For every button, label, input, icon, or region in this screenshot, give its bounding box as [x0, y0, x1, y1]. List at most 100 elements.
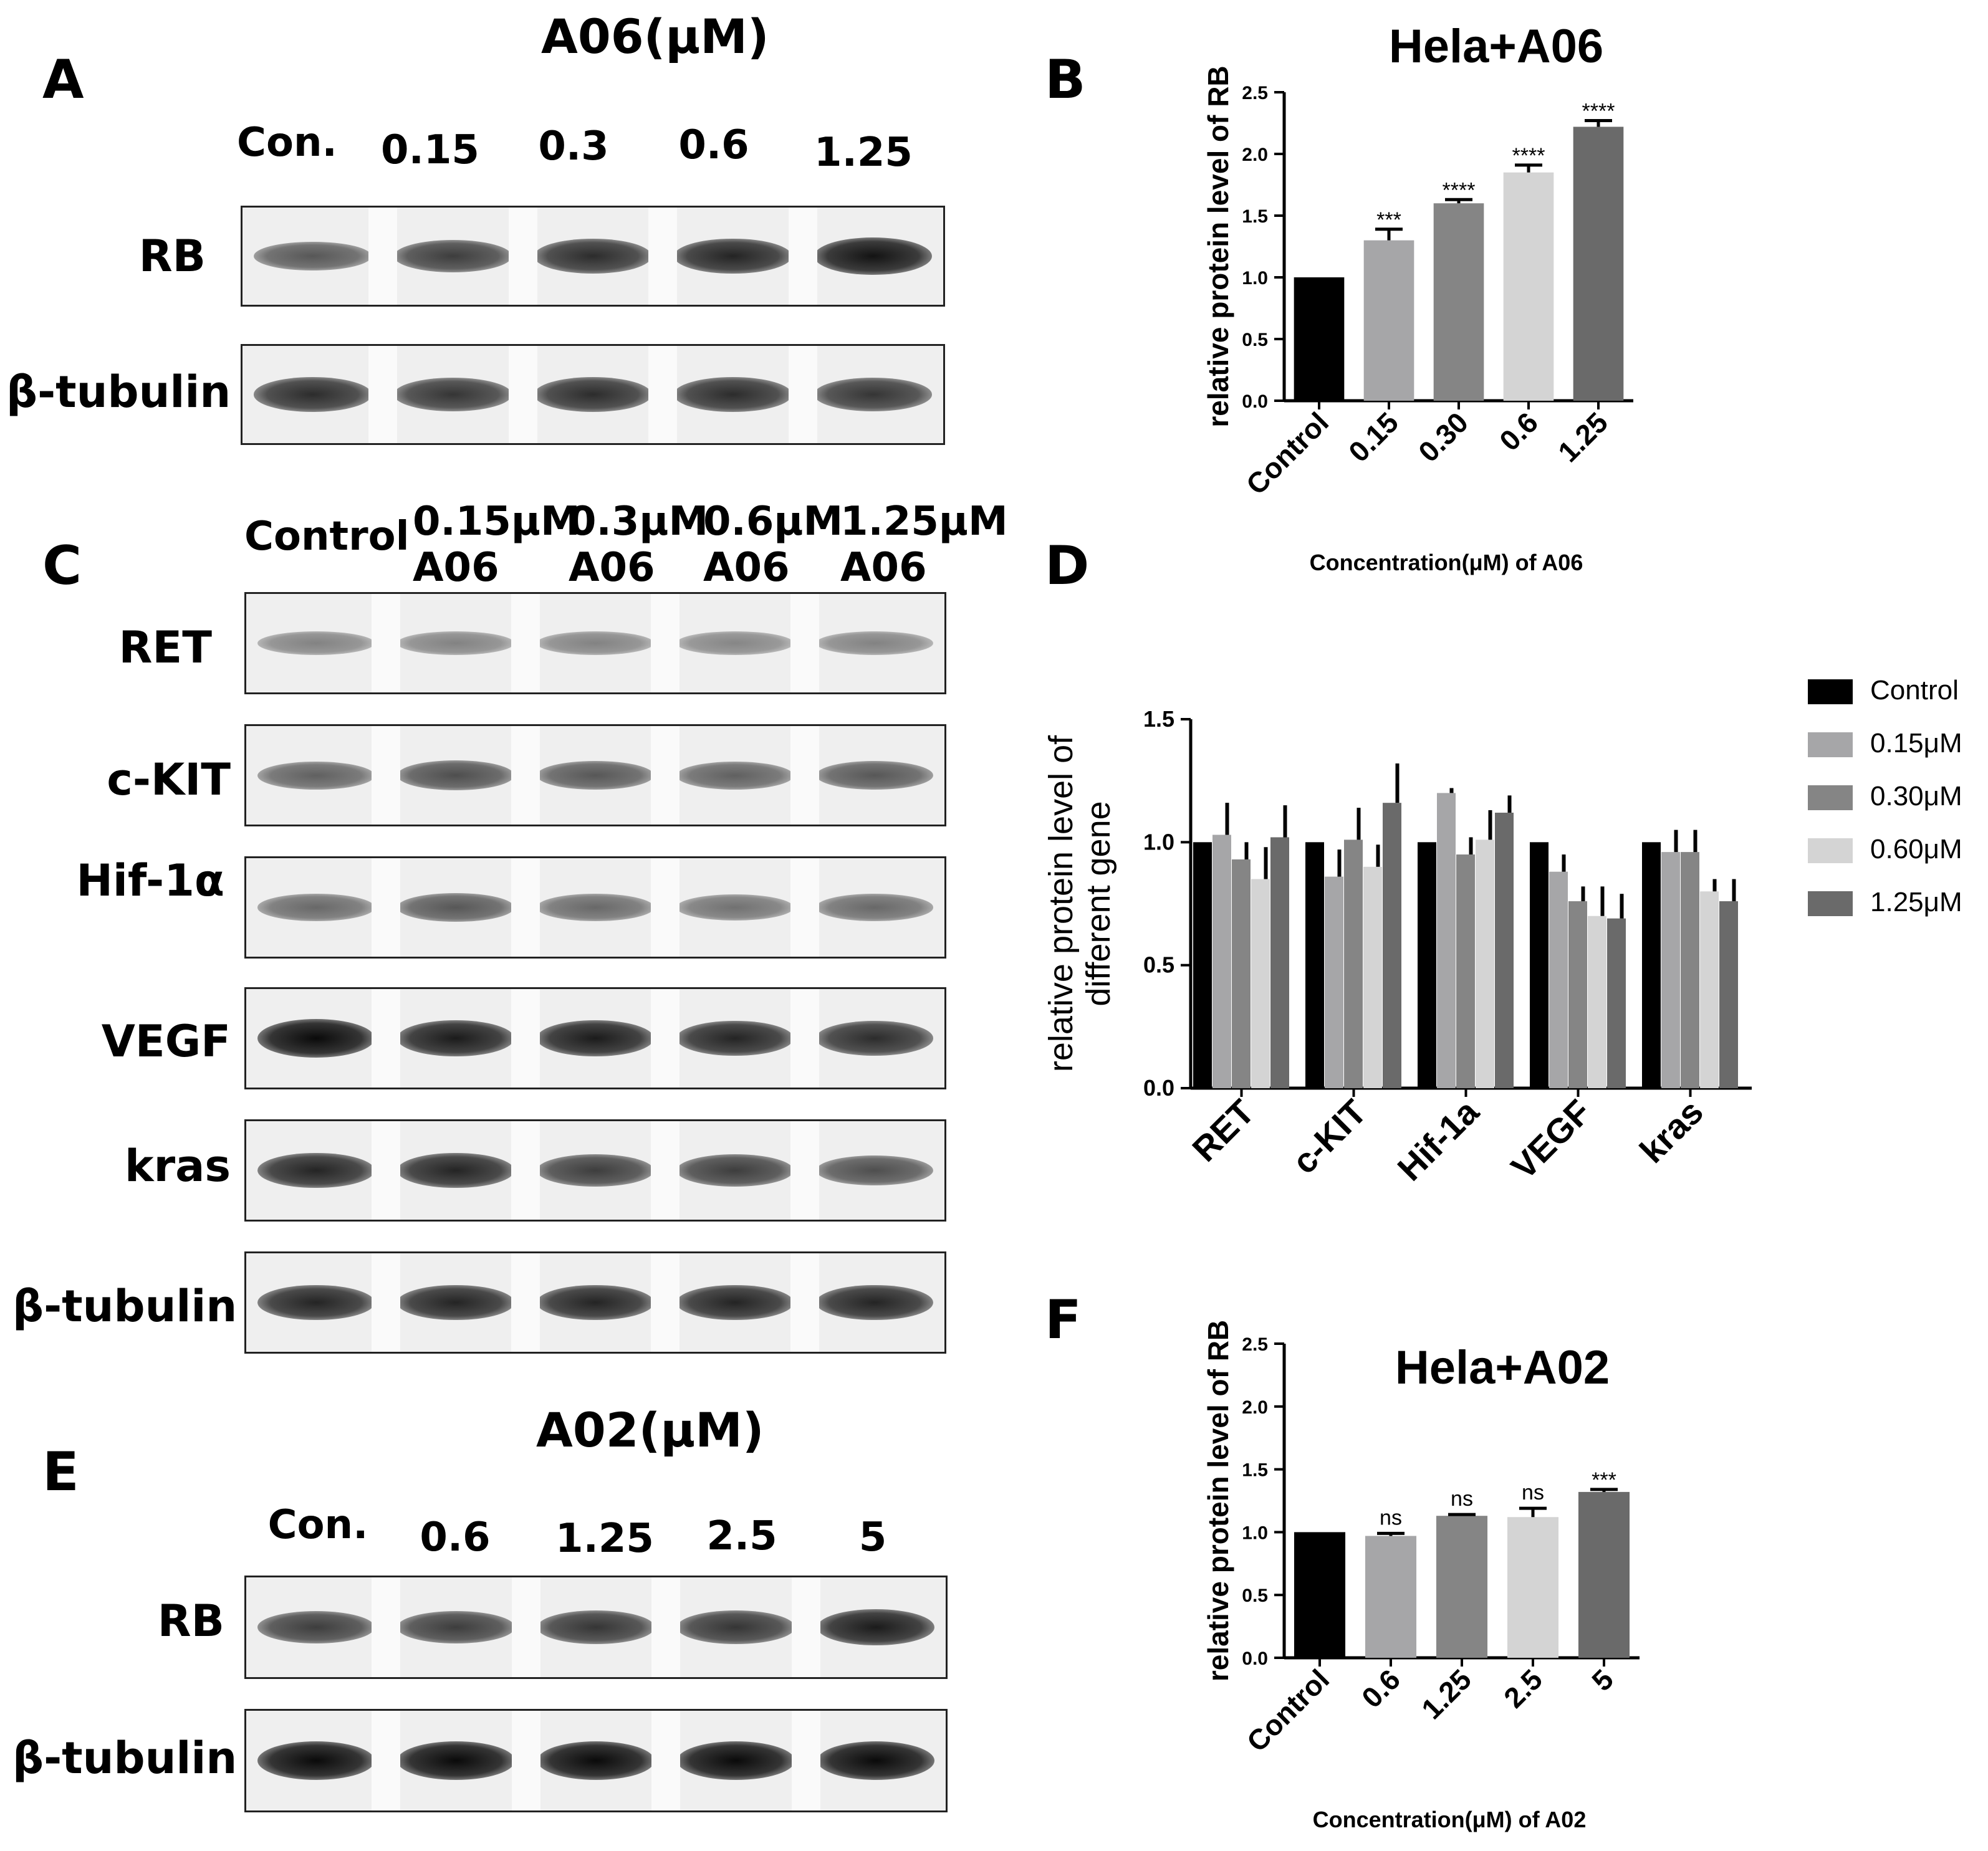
blot-e-rb	[244, 1576, 948, 1679]
bar	[1681, 852, 1699, 1088]
protein-band	[257, 631, 375, 656]
blot-lane	[526, 1121, 665, 1220]
blot-lane	[806, 1711, 946, 1810]
bar	[1251, 879, 1270, 1088]
panel-letter-c: C	[42, 535, 82, 597]
protein-band	[815, 894, 934, 921]
lane-gap	[651, 989, 679, 1088]
blot-a-rb	[241, 206, 945, 307]
blot-lane	[663, 346, 803, 443]
blot-e-tubulin	[244, 1709, 948, 1812]
x-tick-label: Hif-1a	[1390, 1091, 1486, 1188]
bar	[1588, 916, 1606, 1088]
lane-gap	[508, 346, 537, 443]
protein-band	[536, 1284, 655, 1321]
blot-lane	[383, 346, 523, 443]
panel-letter-e: E	[42, 1441, 79, 1503]
panel-letter-b: B	[1045, 49, 1086, 111]
lane-label: 1.25	[555, 1516, 654, 1562]
y-tick-label: 1.0	[1143, 829, 1174, 854]
lane-label: 0.3μM A06	[569, 499, 709, 591]
chart-d: 0.0 0.5 1.0 1.5 relative protein level ofdif…	[1042, 675, 1962, 1189]
lane-gap	[651, 1253, 679, 1352]
lane-gap	[372, 1711, 401, 1810]
lane-gap	[648, 346, 678, 443]
bar	[1325, 876, 1343, 1088]
bar	[1476, 839, 1494, 1088]
chart-f: Hela+A02 0.0 0.5 1.0 1.5 2.0 2.5 relative prote…	[1202, 1320, 1640, 1832]
lane-gap	[372, 1121, 400, 1220]
bar	[1212, 835, 1231, 1088]
lane-gap	[790, 1253, 819, 1352]
blot-lane	[665, 858, 805, 957]
x-tick-label: 5	[1585, 1663, 1620, 1697]
significance-label: ***	[1376, 208, 1401, 232]
lane-gap	[651, 594, 679, 692]
lane-label: 0.6	[678, 122, 749, 168]
lane-label: Con.	[237, 120, 337, 166]
protein-band	[534, 377, 652, 412]
lane-gap	[511, 726, 540, 825]
blot-lane	[665, 1253, 805, 1352]
blot-lane	[386, 858, 526, 957]
y-tick-label: 0.5	[1242, 330, 1268, 350]
bar	[1530, 842, 1549, 1088]
x-tick-label: 0.6	[1493, 406, 1544, 457]
bar	[1456, 854, 1475, 1088]
bar	[1642, 842, 1661, 1088]
bar	[1294, 277, 1345, 401]
protein-band	[676, 1284, 794, 1321]
lane-label: 2.5	[706, 1513, 777, 1559]
lane-label: 0.6	[420, 1514, 491, 1561]
protein-band	[257, 1019, 375, 1058]
lane-label: 0.15	[381, 127, 479, 173]
blot-a-tubulin	[241, 344, 945, 445]
blot-lane	[246, 989, 386, 1088]
protein-band	[815, 1284, 934, 1321]
protein-band	[396, 1020, 515, 1057]
protein-band	[257, 1284, 375, 1321]
bar	[1363, 866, 1382, 1088]
bar	[1700, 891, 1719, 1088]
lane-gap	[648, 208, 678, 305]
y-tick-label: 1.0	[1242, 268, 1268, 289]
lane-gap	[511, 858, 540, 957]
lane-gap	[791, 1711, 820, 1810]
x-tick-label: 2.5	[1497, 1663, 1549, 1714]
blot-c-kit	[244, 724, 946, 826]
lane-gap	[372, 858, 400, 957]
lane-gap	[372, 1577, 401, 1677]
lane-gap	[368, 208, 397, 305]
blot-lane	[665, 594, 805, 692]
blot-lane	[805, 989, 944, 1088]
lane-gap	[511, 1711, 540, 1810]
y-axis-label-line: different gene	[1080, 801, 1117, 1006]
lane-gap	[651, 858, 679, 957]
protein-band	[676, 1020, 794, 1056]
row-label-c-kit: c-KIT	[107, 754, 231, 805]
bar	[1437, 793, 1456, 1088]
bar	[1503, 172, 1554, 401]
blot-lane	[526, 1711, 666, 1810]
row-label-beta-tubulin: β-tubulin	[12, 1733, 238, 1784]
blot-c-vegf	[244, 987, 946, 1089]
chart-title: Hela+A06	[1389, 20, 1603, 73]
blot-lane	[242, 208, 383, 305]
bar	[1573, 127, 1624, 401]
x-tick-label: c-KIT	[1284, 1092, 1374, 1182]
row-label-beta-tubulin: β-tubulin	[12, 1281, 238, 1332]
blot-lane	[526, 1253, 665, 1352]
protein-band	[396, 760, 515, 791]
lane-label: 0.15μM A06	[413, 499, 580, 591]
legend-swatch	[1808, 785, 1853, 810]
blot-lane	[246, 594, 386, 692]
row-label-kras: kras	[125, 1141, 231, 1192]
protein-band	[676, 1154, 794, 1187]
blot-lane	[523, 346, 663, 443]
panel-letter-f: F	[1045, 1289, 1082, 1351]
blot-lane	[246, 1711, 386, 1810]
blot-lane	[665, 989, 805, 1088]
row-label-vegf: VEGF	[101, 1016, 231, 1067]
blot-lane	[386, 989, 526, 1088]
bar	[1193, 842, 1212, 1088]
